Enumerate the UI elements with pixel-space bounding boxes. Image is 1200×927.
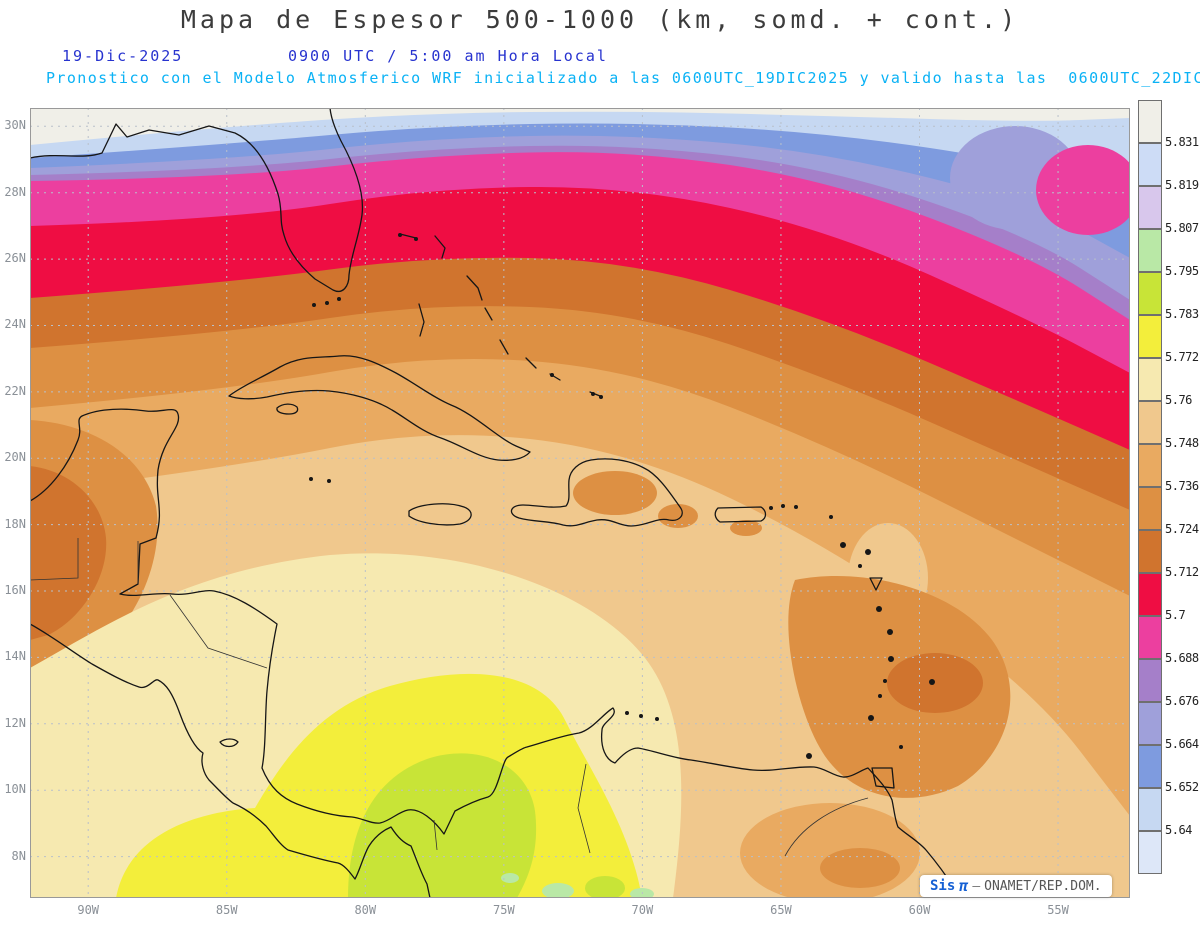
overlay-dark_orange-16 (887, 653, 983, 713)
overlay-orange-18 (820, 848, 900, 888)
watermark-badge: Sis π – ONAMET/REP.DOM. (920, 875, 1112, 897)
colorbar-tick-5.76: 5.76 (1165, 393, 1192, 407)
colorbar-tick-5.795: 5.795 (1165, 264, 1199, 278)
overlay-pale_green-9 (501, 873, 519, 883)
colorbar-swatch-2 (1138, 186, 1162, 229)
colorbar-tick-5.807: 5.807 (1165, 221, 1199, 235)
page-title: Mapa de Espesor 500-1000 (km, somd. + co… (180, 5, 1020, 34)
overlay-yellow_green-7 (585, 876, 625, 898)
overlay-yellow_green-6 (348, 753, 537, 898)
colorbar-swatch-11 (1138, 573, 1162, 616)
lat-label-26N: 26N (4, 251, 26, 266)
colorbar-swatch-16 (1138, 788, 1162, 831)
colorbar-swatch-15 (1138, 745, 1162, 788)
colorbar-swatch-13 (1138, 659, 1162, 702)
overlay-pale_green-8 (542, 883, 574, 898)
colorbar-swatch-7 (1138, 401, 1162, 444)
colorbar-swatch-8 (1138, 444, 1162, 487)
overlay-orange-12 (658, 504, 698, 528)
colorbar-tick-5.688: 5.688 (1165, 651, 1199, 665)
colorbar-tick-5.831: 5.831 (1165, 135, 1199, 149)
lat-label-16N: 16N (4, 583, 26, 598)
date-label: 19-Dic-2025 (62, 47, 184, 65)
colorbar-tick-5.652: 5.652 (1165, 780, 1199, 794)
lat-label-10N: 10N (4, 782, 26, 797)
pi-symbol: π (959, 877, 969, 895)
lat-label-20N: 20N (4, 450, 26, 465)
map-frame (30, 108, 1130, 898)
lat-label-8N: 8N (11, 848, 26, 863)
watermark-org: ONAMET/REP.DOM. (984, 878, 1102, 894)
colorbar-swatch-4 (1138, 272, 1162, 315)
country-borders (30, 538, 869, 857)
colorbar-swatch-17 (1138, 831, 1162, 874)
lat-label-18N: 18N (4, 516, 26, 531)
lat-label-30N: 30N (4, 118, 26, 133)
lon-label-90W: 90W (77, 903, 100, 917)
colorbar-tick-5.676: 5.676 (1165, 694, 1199, 708)
overlay-dark_orange-3 (30, 466, 107, 640)
map-panel (30, 108, 1130, 898)
lon-label-70W: 70W (631, 903, 654, 917)
colorbar-tick-5.772: 5.772 (1165, 350, 1199, 364)
colorbar-swatch-9 (1138, 487, 1162, 530)
overlay-pink-1 (1036, 145, 1130, 235)
colorbar-swatch-12 (1138, 616, 1162, 659)
colorbar-swatch-10 (1138, 530, 1162, 573)
sispi-brand: Sis (930, 878, 956, 894)
thickness-map-svg (30, 108, 1130, 898)
colorbar-swatch-3 (1138, 229, 1162, 272)
lon-label-85W: 85W (215, 903, 238, 917)
lon-label-60W: 60W (908, 903, 931, 917)
colorbar-tick-5.724: 5.724 (1165, 522, 1199, 536)
coastlines (30, 108, 960, 898)
lat-label-24N: 24N (4, 317, 26, 332)
lon-label-65W: 65W (770, 903, 792, 917)
watermark-separator: – (972, 878, 981, 894)
colorbar-swatch-6 (1138, 358, 1162, 401)
time-label: 0900 UTC / 5:00 am Hora Local (288, 47, 608, 65)
overlay-orange-13 (730, 520, 762, 536)
colorbar-tick-5.712: 5.712 (1165, 565, 1199, 579)
colorbar-tick-5.783: 5.783 (1165, 307, 1199, 321)
colorbar-tick-5.748: 5.748 (1165, 436, 1199, 450)
colorbar-swatch-5 (1138, 315, 1162, 358)
colorbar-tick-5.64: 5.64 (1165, 823, 1192, 837)
island-dots (309, 233, 935, 759)
colorbar-swatch-14 (1138, 702, 1162, 745)
lat-label-14N: 14N (4, 649, 26, 664)
overlay-orange-11 (573, 471, 657, 515)
lat-label-28N: 28N (4, 184, 26, 199)
lat-label-12N: 12N (4, 715, 26, 730)
colorbar-swatch-1 (1138, 143, 1162, 186)
lon-label-55W: 55W (1047, 903, 1069, 917)
colorbar-tick-5.7: 5.7 (1165, 608, 1186, 622)
lon-label-75W: 75W (493, 903, 515, 917)
colorbar-tick-5.819: 5.819 (1165, 178, 1199, 192)
forecast-line: Pronostico con el Modelo Atmosferico WRF… (46, 69, 1200, 87)
colorbar-swatch-0 (1138, 100, 1162, 143)
lon-label-80W: 80W (354, 903, 377, 917)
lat-label-22N: 22N (4, 383, 26, 398)
colorbar-tick-5.664: 5.664 (1165, 737, 1199, 751)
colorbar-tick-5.736: 5.736 (1165, 479, 1199, 493)
